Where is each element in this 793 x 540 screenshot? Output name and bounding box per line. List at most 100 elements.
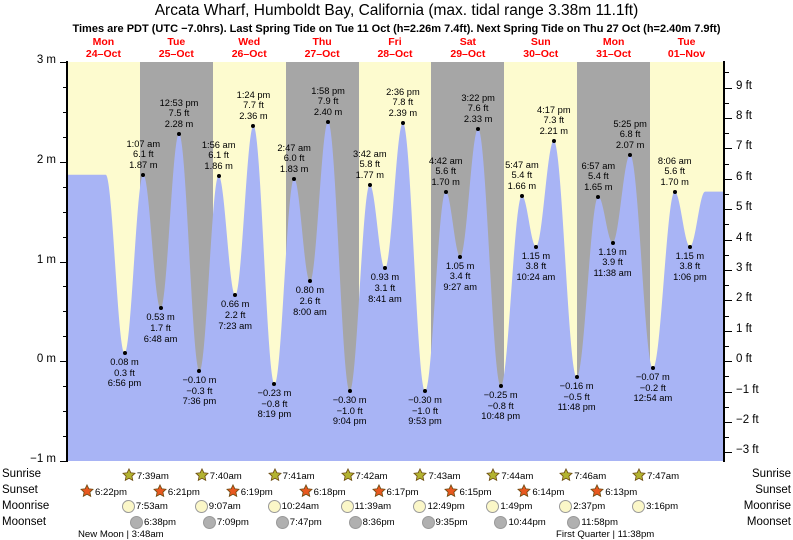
right-axis-label-10: −1 ft xyxy=(736,383,759,396)
astro-sunrise-6: 7:46am xyxy=(559,467,607,485)
left-axis-label-0: 3 m xyxy=(36,54,56,66)
astro-sunrise-0: 7:39am xyxy=(121,467,169,485)
sunrise-star-icon xyxy=(486,467,501,485)
sunset-star-icon xyxy=(298,483,313,501)
astro-sunrise-4: 7:43am xyxy=(413,467,460,485)
tide-point-17 xyxy=(443,189,448,194)
moonset-circle-icon xyxy=(494,516,508,529)
astro-row-label-sunset-l: Sunset xyxy=(2,484,38,496)
day-date: 25–Oct xyxy=(158,48,194,60)
tide-point-18 xyxy=(458,254,463,259)
day-of-week: Mon xyxy=(92,36,115,48)
moonrise-circle-icon xyxy=(121,500,135,513)
tide-label-high-1: 1:07 am 6.1 ft 1.87 m xyxy=(105,139,181,171)
tide-point-27 xyxy=(628,152,633,157)
right-tick--3 xyxy=(725,452,732,453)
astro-row-label-sunrise-r: Sunrise xyxy=(752,468,791,480)
astro-moonrise-1: 9:07am xyxy=(194,500,241,513)
sunrise-star-icon xyxy=(194,467,209,485)
tide-label-high-3: 12:53 pm 7.5 ft 2.28 m xyxy=(141,98,217,130)
moonrise-time: 3:16pm xyxy=(646,501,679,512)
day-date: 27–Oct xyxy=(304,48,340,60)
tide-label-line-2: 7:36 pm xyxy=(182,396,217,407)
tide-label-line-1: −1.0 ft xyxy=(411,405,439,416)
tide-label-line-0: 3:22 pm xyxy=(461,92,495,103)
day-date: 26–Oct xyxy=(231,48,267,60)
tide-point-24 xyxy=(574,375,579,380)
astro-sunrise-7: 7:47am xyxy=(632,467,679,485)
tide-point-4 xyxy=(197,369,202,374)
left-tick-1.00 xyxy=(60,262,67,263)
left-tick-0.00 xyxy=(60,361,67,362)
tide-label-line-2: 9:27 am xyxy=(443,281,477,292)
day-of-week: Tue xyxy=(167,36,186,48)
tide-point-22 xyxy=(533,244,538,249)
moonrise-circle-icon xyxy=(559,500,573,513)
right-tick--0.5 xyxy=(725,376,729,377)
tide-label-line-0: −0.10 m xyxy=(182,375,217,386)
day-date: 31–Oct xyxy=(596,48,632,60)
left-tick-0.75 xyxy=(63,286,67,287)
left-tick--1.00 xyxy=(60,461,67,462)
tide-label-line-0: −0.30 m xyxy=(408,395,442,406)
tide-point-11 xyxy=(326,119,331,124)
tide-label-line-1: −0.8 ft xyxy=(261,398,288,409)
tide-label-line-1: 5.6 ft xyxy=(664,166,686,177)
moonset-circle-icon xyxy=(202,516,216,529)
astro-row-label-sunrise-l: Sunrise xyxy=(2,468,41,480)
right-axis-spine xyxy=(723,61,725,462)
tide-label-line-1: 3.1 ft xyxy=(374,283,396,294)
tide-point-2 xyxy=(158,306,163,311)
tide-point-20 xyxy=(498,384,503,389)
sunrise-time: 7:42am xyxy=(355,471,388,482)
astro-row-label-moonset-l: Moonset xyxy=(2,516,47,528)
tide-label-line-0: 0.80 m xyxy=(295,285,325,296)
right-axis-label-6: 3 ft xyxy=(736,262,752,275)
left-tick-1.50 xyxy=(63,212,67,213)
right-axis-label-7: 2 ft xyxy=(736,292,752,305)
tide-label-low-20: −0.25 m −0.8 ft 10:48 pm xyxy=(463,390,539,422)
sunrise-time: 7:40am xyxy=(209,471,242,482)
tide-label-line-0: −0.30 m xyxy=(332,395,367,406)
moonrise-circle-icon xyxy=(413,500,427,513)
astro-sunrise-1: 7:40am xyxy=(194,467,242,485)
tide-label-line-0: 5:47 am xyxy=(505,159,539,170)
day-date: 30–Oct xyxy=(523,48,559,60)
astro-moonrise-4: 12:49pm xyxy=(413,500,465,513)
moonset-time: 9:35pm xyxy=(435,517,468,528)
day-of-week: Fri xyxy=(388,36,402,48)
day-of-week: Mon xyxy=(602,36,625,48)
tide-label-low-26: 1.19 m 3.9 ft 11:38 am xyxy=(575,247,651,279)
right-axis-label-8: 1 ft xyxy=(736,322,752,335)
sunrise-star-icon xyxy=(121,467,136,485)
tide-point-19 xyxy=(476,126,481,131)
sunrise-time: 7:46am xyxy=(574,471,607,482)
tide-label-line-2: 9:53 pm xyxy=(408,416,442,427)
tide-label-line-0: 0.93 m xyxy=(370,272,400,283)
tide-label-line-1: 2.2 ft xyxy=(224,310,246,320)
tide-point-16 xyxy=(423,389,427,394)
day-of-week: Wed xyxy=(238,36,261,48)
day-header-3: Thu 27–Oct xyxy=(286,36,359,60)
sunset-star-icon xyxy=(80,483,94,501)
tide-label-line-2: 6:48 am xyxy=(143,333,178,344)
right-tick-2.5 xyxy=(725,285,729,286)
tide-label-line-1: 1.7 ft xyxy=(150,322,171,333)
tide-label-line-0: 3:42 am xyxy=(352,148,387,159)
moonrise-circle-icon xyxy=(486,500,500,513)
day-of-week: Thu xyxy=(312,36,332,48)
astro-sunset-2: 6:19pm xyxy=(225,483,273,501)
left-tick--0.50 xyxy=(63,411,67,412)
tide-label-line-1: 3.8 ft xyxy=(525,261,547,272)
day-header-2: Wed 26–Oct xyxy=(213,36,286,60)
sunset-star-icon xyxy=(517,483,532,501)
left-tick-1.75 xyxy=(63,187,67,188)
tide-label-line-1: 7.8 ft xyxy=(392,97,414,108)
right-tick-5.5 xyxy=(725,194,729,195)
tide-label-line-2: 7:23 am xyxy=(218,320,252,331)
left-tick-2.50 xyxy=(63,112,67,113)
day-date: 28–Oct xyxy=(377,48,413,60)
sunrise-time: 7:44am xyxy=(501,471,534,482)
right-tick--2.5 xyxy=(725,437,729,438)
moonrise-time: 9:07am xyxy=(208,501,241,512)
